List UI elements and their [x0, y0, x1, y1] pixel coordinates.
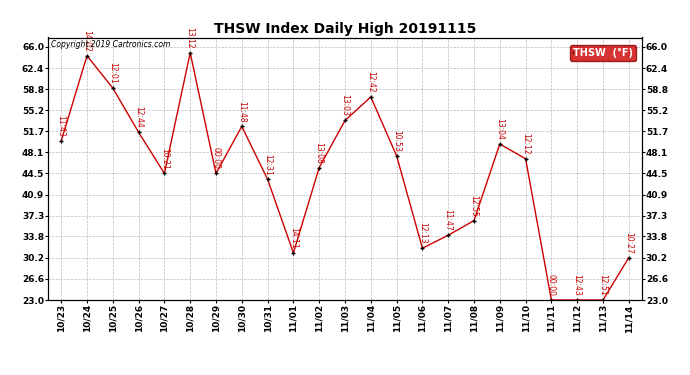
Text: 11:48: 11:48 [237, 100, 246, 122]
Text: 11:47: 11:47 [444, 209, 453, 231]
Text: 13:04: 13:04 [495, 118, 504, 140]
Text: Copyright 2019 Cartronics.com: Copyright 2019 Cartronics.com [51, 40, 170, 49]
Text: 13:03: 13:03 [340, 94, 350, 116]
Text: 12:43: 12:43 [573, 274, 582, 296]
Text: 14:02: 14:02 [83, 30, 92, 52]
Text: 13:12: 13:12 [186, 27, 195, 49]
Text: 14:11: 14:11 [289, 227, 298, 249]
Text: 00:00: 00:00 [547, 274, 556, 296]
Text: 10:21: 10:21 [160, 148, 169, 169]
Text: 11:43: 11:43 [57, 115, 66, 137]
Text: 12:12: 12:12 [521, 133, 530, 154]
Text: 12:55: 12:55 [469, 195, 478, 216]
Text: 12:51: 12:51 [598, 274, 607, 296]
Text: 12:42: 12:42 [366, 71, 375, 93]
Title: THSW Index Daily High 20191115: THSW Index Daily High 20191115 [214, 22, 476, 36]
Legend: THSW  (°F): THSW (°F) [570, 45, 635, 61]
Text: 10:53: 10:53 [392, 130, 401, 152]
Text: 12:31: 12:31 [263, 153, 272, 175]
Text: 12:13: 12:13 [418, 222, 427, 244]
Text: 13:08: 13:08 [315, 142, 324, 164]
Text: 10:27: 10:27 [624, 232, 633, 254]
Text: 12:44: 12:44 [134, 106, 143, 128]
Text: 00:00: 00:00 [212, 147, 221, 169]
Text: 12:01: 12:01 [108, 62, 117, 84]
